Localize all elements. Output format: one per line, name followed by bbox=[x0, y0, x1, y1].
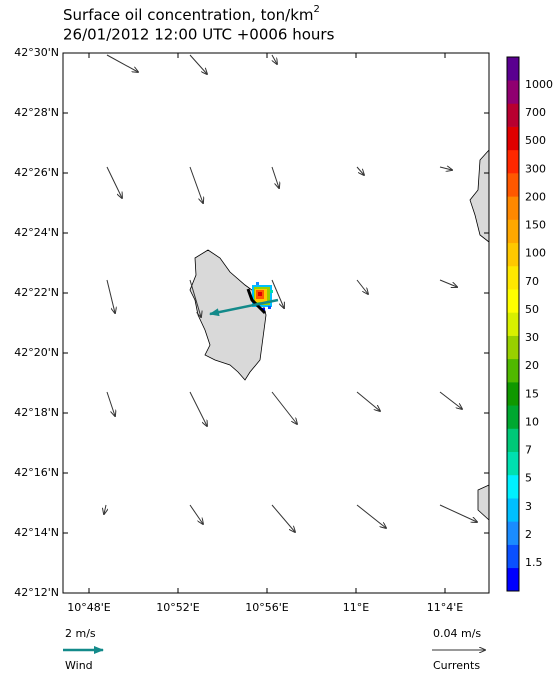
current-vectors bbox=[104, 54, 477, 532]
colorbar-box bbox=[507, 219, 519, 244]
colorbar-box bbox=[507, 242, 519, 267]
colorbar-label: 20 bbox=[525, 359, 539, 372]
colorbar-label: 100 bbox=[525, 247, 546, 260]
colorbar-box bbox=[507, 149, 519, 174]
lon-label: 10°52'E bbox=[156, 601, 200, 614]
colorbar-label: 7 bbox=[525, 444, 532, 457]
colorbar-box bbox=[507, 474, 519, 499]
colorbar-box bbox=[507, 80, 519, 104]
colorbar-label: 30 bbox=[525, 331, 539, 344]
colorbar-label: 5 bbox=[525, 472, 532, 485]
lat-label: 42°18'N bbox=[14, 406, 59, 419]
legend: 2 m/s Wind 0.04 m/s Currents bbox=[63, 627, 485, 672]
colorbar-label: 500 bbox=[525, 134, 546, 147]
colorbar-label: 150 bbox=[525, 219, 546, 232]
wind-scale: 2 m/s bbox=[65, 627, 96, 640]
colorbar-box bbox=[507, 312, 519, 336]
graticule: 42°30'N 42°28'N 42°26'N 42°24'N 42°22'N 42°20… bbox=[14, 46, 489, 614]
colorbar-box bbox=[507, 173, 519, 197]
current-scale: 0.04 m/s bbox=[433, 627, 481, 640]
colorbar-label: 70 bbox=[525, 275, 539, 288]
lat-label: 42°22'N bbox=[14, 286, 59, 299]
lat-label: 42°12'N bbox=[14, 586, 59, 599]
subtitle: 26/01/2012 12:00 UTC +0006 hours bbox=[63, 26, 335, 44]
colorbar-box bbox=[507, 196, 519, 220]
lat-label: 42°24'N bbox=[14, 226, 59, 239]
colorbar-box bbox=[507, 405, 519, 429]
colorbar-box bbox=[507, 451, 519, 476]
lon-label: 10°56'E bbox=[245, 601, 289, 614]
colorbar: 1000 700 500 300 200 150 100 70 50 30 20 15 10 7 5 3 2 1.… bbox=[506, 56, 553, 592]
map bbox=[62, 52, 490, 594]
lon-label: 10°48'E bbox=[67, 601, 111, 614]
colorbar-label: 200 bbox=[525, 190, 546, 203]
wind-vector bbox=[209, 298, 279, 317]
colorbar-box bbox=[507, 57, 519, 81]
lat-label: 42°28'N bbox=[14, 106, 59, 119]
colorbar-box bbox=[507, 428, 519, 452]
lat-label: 42°14'N bbox=[14, 526, 59, 539]
title: Surface oil concentration, ton/km2 bbox=[63, 4, 320, 24]
wind-label: Wind bbox=[65, 659, 93, 672]
lon-label: 11°4'E bbox=[427, 601, 464, 614]
colorbar-label: 10 bbox=[525, 415, 539, 428]
lat-label: 42°30'N bbox=[14, 46, 59, 59]
colorbar-box bbox=[507, 126, 519, 151]
colorbar-label: 50 bbox=[525, 303, 539, 316]
current-label: Currents bbox=[433, 659, 480, 672]
colorbar-box bbox=[507, 335, 519, 360]
colorbar-box bbox=[507, 289, 519, 313]
island bbox=[189, 249, 267, 381]
colorbar-label: 1000 bbox=[525, 78, 553, 91]
colorbar-box bbox=[507, 521, 519, 545]
lon-label: 11°E bbox=[343, 601, 369, 614]
colorbar-box bbox=[507, 265, 519, 290]
colorbar-box bbox=[507, 567, 519, 592]
lat-label: 42°20'N bbox=[14, 346, 59, 359]
colorbar-box bbox=[507, 103, 519, 127]
colorbar-label: 1.5 bbox=[525, 556, 543, 569]
colorbar-box bbox=[507, 382, 519, 406]
colorbar-label: 2 bbox=[525, 528, 532, 541]
lat-label: 42°26'N bbox=[14, 166, 59, 179]
colorbar-frame bbox=[506, 56, 520, 592]
colorbar-box bbox=[507, 544, 519, 569]
colorbar-label: 15 bbox=[525, 387, 539, 400]
colorbar-box bbox=[507, 498, 519, 522]
colorbar-label: 700 bbox=[525, 106, 546, 119]
lat-label: 42°16'N bbox=[14, 466, 59, 479]
colorbar-box bbox=[507, 358, 519, 383]
colorbar-label: 3 bbox=[525, 500, 532, 513]
colorbar-label: 300 bbox=[525, 162, 546, 175]
